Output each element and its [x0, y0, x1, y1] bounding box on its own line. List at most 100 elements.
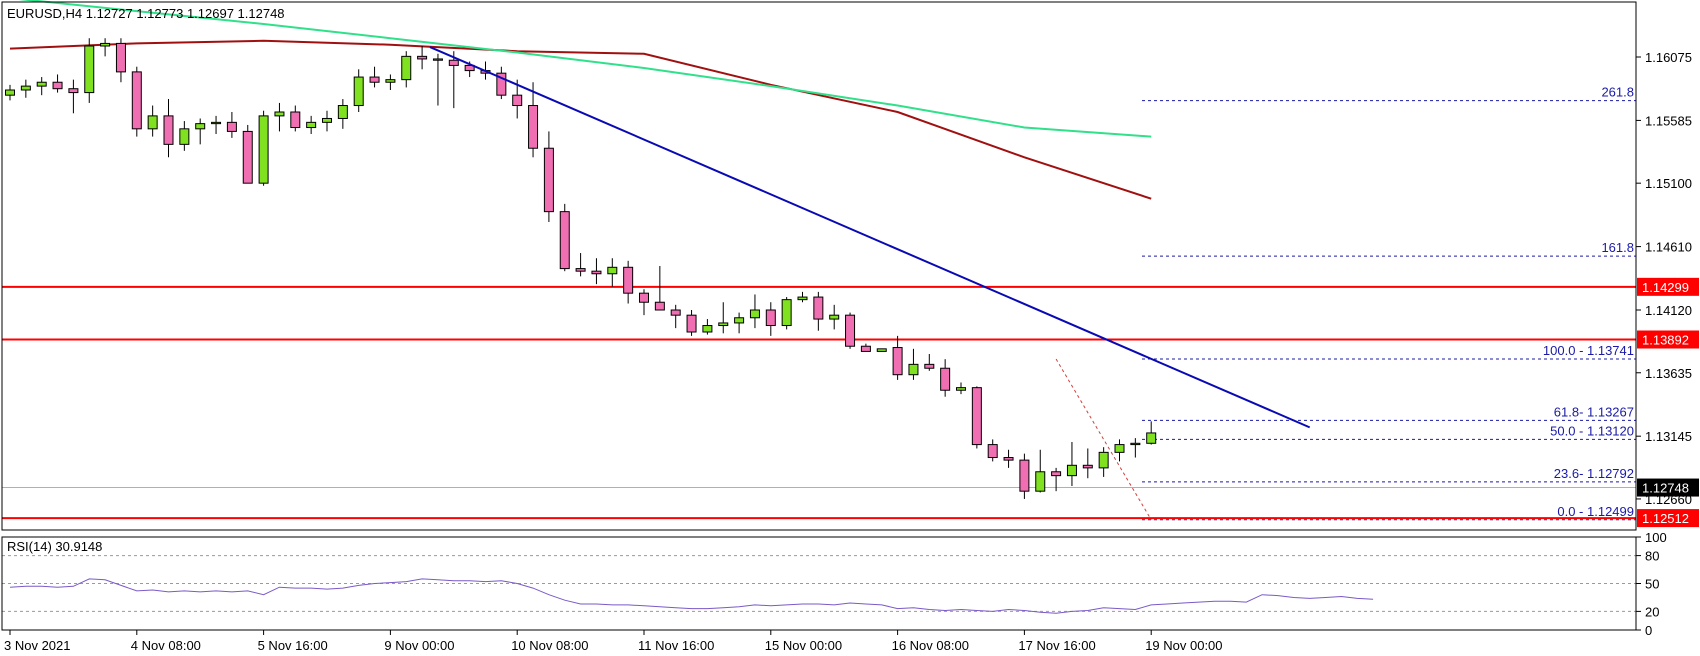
price-tick-label: 1.15100: [1645, 176, 1692, 191]
fib-anchor-line: [1055, 358, 1152, 521]
candle-body: [432, 58, 443, 61]
candle-body: [987, 444, 998, 459]
ma-green-line: [18, 0, 1152, 138]
candle-body: [543, 147, 554, 213]
fib-level-label: 50.0 - 1.13120: [1550, 423, 1634, 438]
candle-body: [211, 121, 222, 125]
candle-body: [290, 111, 301, 129]
candle-body: [607, 266, 618, 275]
candle-body: [781, 299, 792, 327]
ma-red-line: [9, 39, 1152, 200]
price-tick-label: 1.15585: [1645, 113, 1692, 128]
candle-body: [5, 89, 15, 96]
candle-body: [385, 79, 396, 83]
candle-body: [908, 363, 919, 376]
candle-body: [322, 117, 332, 123]
time-tick-label: 17 Nov 16:00: [1018, 638, 1095, 653]
candle-body: [1146, 432, 1157, 444]
time-tick-label: 15 Nov 00:00: [765, 638, 842, 653]
candle-body: [1051, 471, 1062, 477]
candle-body: [1098, 451, 1109, 469]
candle-body: [68, 88, 79, 94]
horizontal-level-tag: [1637, 277, 1699, 296]
candle-body: [892, 347, 903, 376]
candle-body: [258, 115, 269, 184]
fib-level-label: 100.0 - 1.13741: [1543, 343, 1634, 358]
candle-body: [860, 345, 871, 352]
main-panel-frame: [1, 1, 1637, 531]
trendline-group[interactable]: [429, 46, 1311, 429]
candle-body: [274, 111, 285, 117]
current-price-tag: [1637, 478, 1699, 497]
candle-body: [749, 309, 760, 319]
fib-level-label: 161.8: [1601, 240, 1634, 255]
time-tick-label: 3 Nov 2021: [4, 638, 71, 653]
fib-level-label: 0.0 - 1.12499: [1557, 504, 1634, 519]
candle-body: [813, 296, 824, 320]
candle-body: [528, 105, 539, 149]
price-tick-label: 1.12660: [1645, 492, 1692, 507]
horizontal-level-label: 1.12512: [1642, 511, 1689, 526]
horizontal-level-tag: [1637, 330, 1699, 349]
candle-body: [670, 309, 681, 316]
rsi-line: [9, 578, 1374, 614]
candle-body: [718, 322, 729, 327]
candle-body: [1130, 442, 1141, 446]
candle-body: [100, 42, 111, 47]
horizontal-level-tag: [1637, 509, 1699, 528]
candle-body: [971, 387, 982, 446]
horizontal-levels[interactable]: 1.14299 1.13892 1.12512 1.12748: [2, 277, 1699, 528]
fib-level-label: 261.8: [1601, 85, 1634, 100]
candle-body: [623, 266, 634, 294]
fib-level-label: 61.8- 1.13267: [1554, 404, 1634, 419]
candle-body: [448, 59, 459, 66]
rsi-header: RSI(14) 30.9148: [7, 539, 102, 554]
candle-body: [829, 314, 840, 320]
horizontal-level-label: 1.14299: [1642, 280, 1689, 295]
candle-body: [353, 76, 364, 107]
candle-body: [163, 115, 174, 145]
candle-body: [84, 45, 95, 94]
candle-body: [876, 348, 887, 352]
candle-body: [401, 55, 412, 81]
candle-body: [734, 317, 745, 324]
trendline[interactable]: [429, 46, 1311, 429]
candle-body: [559, 211, 570, 270]
rsi-tick-label: 0: [1645, 623, 1652, 638]
fib-level-label: 23.6- 1.12792: [1554, 466, 1634, 481]
candles: [5, 38, 1157, 499]
candle-body: [845, 314, 856, 347]
candle-body: [702, 325, 713, 333]
candle-body: [765, 309, 776, 327]
price-tick-label: 1.16075: [1645, 50, 1692, 65]
time-tick-label: 9 Nov 00:00: [384, 638, 454, 653]
time-tick-label: 5 Nov 16:00: [258, 638, 328, 653]
price-tick-label: 1.13145: [1645, 429, 1692, 444]
candle-body: [1003, 457, 1014, 461]
price-tick-label: 1.14610: [1645, 240, 1692, 255]
candle-body: [226, 121, 237, 132]
rsi-tick-label: 80: [1645, 549, 1659, 564]
candle-body: [369, 76, 380, 83]
time-tick-label: 11 Nov 16:00: [638, 638, 714, 653]
time-tick-label: 16 Nov 08:00: [892, 638, 969, 653]
candle-body: [306, 121, 317, 129]
candle-body: [147, 115, 158, 130]
candle-body: [179, 128, 190, 145]
candle-body: [797, 296, 808, 301]
candle-body: [195, 123, 206, 130]
candle-body: [242, 130, 253, 184]
candle-body: [20, 85, 31, 91]
time-tick-label: 19 Nov 00:00: [1145, 638, 1222, 653]
candle-body: [1019, 459, 1030, 492]
candle-body: [1114, 444, 1125, 453]
candle-body: [639, 292, 649, 303]
current-price-label: 1.12748: [1642, 481, 1689, 496]
candle-body: [115, 42, 126, 73]
candle-body: [575, 268, 586, 272]
rsi-tick-label: 50: [1645, 577, 1659, 592]
candle-body: [496, 72, 507, 96]
candle-body: [940, 367, 951, 391]
